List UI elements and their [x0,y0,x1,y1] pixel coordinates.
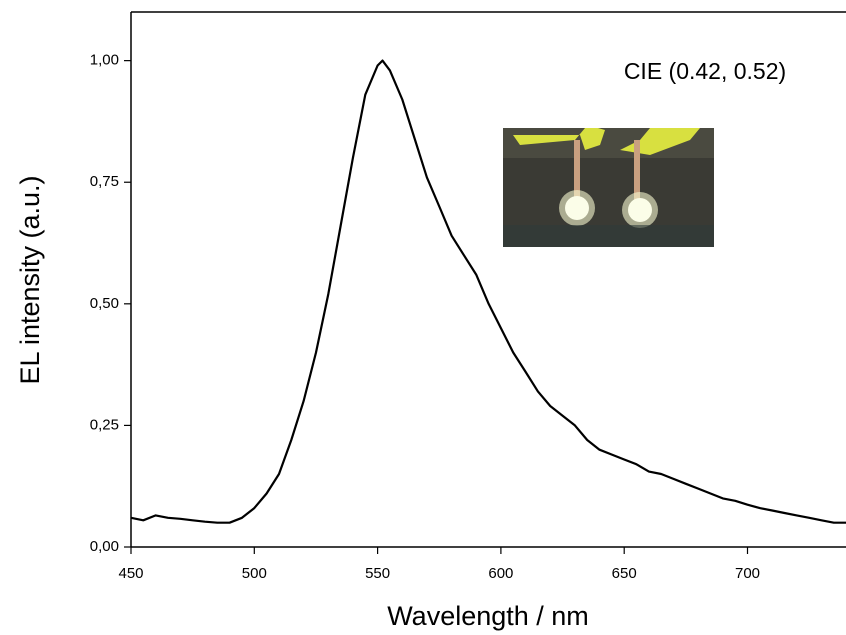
y-tick-label: 0,00 [90,538,119,555]
y-tick-label: 0,25 [90,416,119,433]
x-tick-label: 650 [612,565,637,582]
x-tick-label: 500 [242,565,267,582]
x-tick-label: 550 [365,565,390,582]
data-line [130,59,846,524]
x-axis-label: Wavelength / nm [387,601,589,631]
annotation: CIE (0.42, 0.52) [624,58,786,84]
inset-photo [503,128,714,247]
y-axis-label: EL intensity (a.u.) [15,175,45,384]
x-tick-label: 600 [488,565,513,582]
y-tick-label: 0,75 [90,173,119,190]
x-tick-label: 700 [735,565,760,582]
y-tick-label: 0,50 [90,295,119,312]
x-tick-label: 450 [118,565,143,582]
y-tick-label: 1,00 [90,52,119,69]
